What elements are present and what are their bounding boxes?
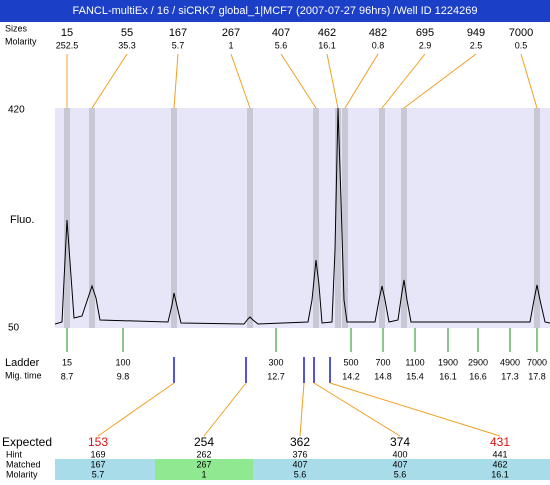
ladder-time: 8.7	[61, 371, 74, 381]
peak-molarity: 2.5	[470, 40, 483, 50]
hint-value: 169	[90, 449, 105, 459]
peak-molarity: 5.6	[275, 40, 288, 50]
ladder-size: 4900	[500, 357, 520, 367]
ladder-size: 7000	[527, 357, 547, 367]
y-max: 420	[8, 105, 25, 116]
ladder-time: 16.6	[469, 371, 487, 381]
ladder-size: 15	[62, 357, 72, 367]
ladder-time: 15.4	[406, 371, 424, 381]
expected-value: 431	[490, 435, 510, 449]
ladder-size: 300	[268, 357, 283, 367]
peak-connector	[280, 53, 317, 109]
hint-value: 376	[292, 449, 307, 459]
matched-value: 267	[196, 459, 211, 469]
molarity-value: 5.6	[394, 469, 407, 479]
molarity-value: 16.1	[491, 469, 509, 479]
peak-connector	[173, 53, 179, 109]
ladder-time: 14.8	[374, 371, 392, 381]
ladder-label: Ladder	[5, 357, 40, 369]
matched-value: 407	[392, 459, 407, 469]
row-label: Matched	[6, 459, 41, 469]
hint-value: 400	[392, 449, 407, 459]
peak-molarity: 16.1	[318, 40, 336, 50]
row-label: Expected	[2, 435, 52, 449]
matched-value: 462	[492, 459, 507, 469]
peak-bands	[64, 108, 540, 328]
ladder-time: 17.3	[501, 371, 519, 381]
peak-connector	[344, 53, 379, 109]
ladder-time: 9.8	[117, 371, 130, 381]
peak-connector	[230, 53, 251, 109]
row-label: Molarity	[6, 469, 38, 479]
ladder-size: 1100	[405, 357, 424, 367]
peak-connector	[520, 53, 538, 109]
row-label: Hint	[6, 449, 23, 459]
peak-molarity: 252.5	[56, 40, 79, 50]
molarity-value: 1	[201, 469, 206, 479]
y-label: Fluo.	[10, 214, 34, 226]
peak-molarity: 0.5	[515, 40, 528, 50]
matched-markers	[173, 357, 331, 383]
ladder-size: 100	[115, 357, 130, 367]
expected-value: 254	[194, 435, 214, 449]
matched-value: 407	[292, 459, 307, 469]
peak-molarity: 1	[228, 40, 233, 50]
hint-value: 441	[492, 449, 507, 459]
ladder-time: 16.1	[439, 371, 457, 381]
ladder-size: 1900	[438, 357, 458, 367]
matched-cell-highlight	[155, 459, 253, 480]
ladder-size: 2900	[468, 357, 488, 367]
peak-connector	[381, 53, 426, 109]
peak-size: 15	[61, 27, 73, 39]
hint-value: 262	[196, 449, 211, 459]
ladder-size: 700	[375, 357, 390, 367]
molarity-value: 5.6	[294, 469, 307, 479]
ladder-time: 14.2	[342, 371, 360, 381]
plot-area	[55, 108, 550, 328]
expected-value: 153	[88, 435, 108, 449]
sizes-label: Sizes	[5, 23, 28, 33]
ladder-time: 12.7	[267, 371, 285, 381]
title: FANCL-multiEx / 16 / siCRK7 global_1|MCF…	[73, 5, 478, 17]
peak-molarity: 0.8	[372, 40, 385, 50]
peak-size: 949	[467, 27, 485, 39]
ladder-time: 17.8	[528, 371, 546, 381]
matched-value: 167	[90, 459, 105, 469]
peak-connector	[403, 53, 477, 109]
molarity-value: 5.7	[92, 469, 105, 479]
time-label: Mig. time	[5, 370, 42, 380]
trace	[54, 107, 550, 325]
peak-size: 267	[222, 27, 240, 39]
expected-value: 362	[290, 435, 310, 449]
expected-connectors	[97, 382, 501, 437]
peak-size: 7000	[509, 27, 533, 39]
ladder-size: 500	[343, 357, 358, 367]
peak-molarity: 35.3	[118, 40, 136, 50]
peak-molarity: 2.9	[419, 40, 432, 50]
peak-size: 55	[121, 27, 133, 39]
expected-value: 374	[390, 435, 410, 449]
peak-molarity: 5.7	[172, 40, 185, 50]
y-min: 50	[8, 323, 20, 334]
title-bar	[0, 0, 550, 22]
peak-size: 695	[416, 27, 434, 39]
peak-connector	[91, 53, 128, 109]
peak-connector	[326, 53, 339, 109]
peak-size: 462	[318, 27, 336, 39]
peak-size: 407	[272, 27, 290, 39]
molarity-label: Molarity	[5, 36, 37, 46]
peak-size: 482	[369, 27, 387, 39]
peak-size: 167	[169, 27, 187, 39]
